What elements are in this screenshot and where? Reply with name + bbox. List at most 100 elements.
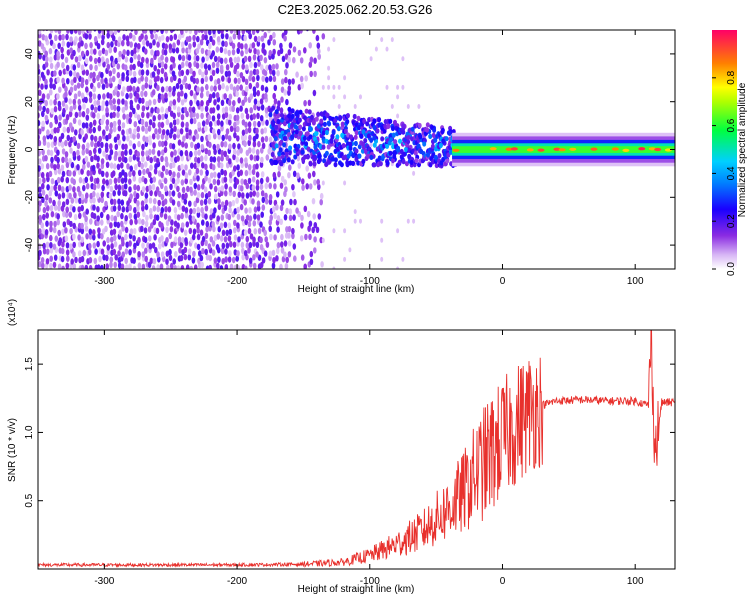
heatmap-cell xyxy=(163,49,168,56)
heatmap-cell xyxy=(40,83,44,90)
heatmap-cell xyxy=(188,106,193,113)
heatmap-cell xyxy=(163,177,168,184)
heatmap-cell xyxy=(168,91,172,98)
heatmap-cell xyxy=(241,192,245,199)
heatmap-cell xyxy=(273,183,277,190)
heatmap-cell xyxy=(272,171,277,179)
heatmap-cell xyxy=(216,156,221,163)
heatmap-cell xyxy=(285,207,289,215)
heatmap-cell xyxy=(151,148,156,155)
heatmap-cell xyxy=(152,98,157,106)
heatmap-cell xyxy=(268,250,273,257)
heatmap-cell xyxy=(271,63,276,71)
heatmap-cell xyxy=(46,141,51,149)
heatmap-cell xyxy=(235,84,240,92)
heatmap-cell xyxy=(199,39,204,46)
heatmap-cell xyxy=(128,240,132,247)
heatmap-cell xyxy=(114,86,118,93)
heatmap-cell xyxy=(113,261,117,268)
heatmap-cell xyxy=(248,147,252,154)
heatmap-cell xyxy=(184,192,188,199)
heatmap-cell xyxy=(195,112,200,120)
heatmap-cell xyxy=(235,90,239,98)
heatmap-cell xyxy=(401,56,405,62)
heatmap-cell xyxy=(49,149,54,157)
heatmap-cell xyxy=(156,133,160,140)
heatmap-cell xyxy=(88,248,92,256)
heatmap-cell xyxy=(432,127,437,133)
heatmap-cell xyxy=(128,69,133,76)
heatmap-cell xyxy=(50,128,55,136)
heatmap-cell xyxy=(241,76,246,83)
heatmap-cell xyxy=(137,218,142,225)
heatmap-cell xyxy=(50,185,54,192)
heatmap-cell xyxy=(120,236,125,243)
heatmap-cell xyxy=(255,132,259,140)
heatmap-cell xyxy=(223,169,228,177)
heatmap-cell xyxy=(165,129,170,136)
heatmap-cell xyxy=(144,48,148,55)
heatmap-cell xyxy=(74,36,78,43)
heatmap-cell xyxy=(56,156,60,164)
heatmap-cell xyxy=(248,169,252,176)
heatmap-cell xyxy=(49,220,53,228)
heatmap-cell xyxy=(130,49,134,57)
heatmap-cell xyxy=(327,75,331,81)
heatmap-cell xyxy=(80,204,84,212)
heatmap-cell xyxy=(232,100,236,107)
heatmap-cell xyxy=(66,78,70,85)
heatmap-cell xyxy=(224,57,228,64)
heatmap-cell xyxy=(216,143,220,151)
heatmap-cell xyxy=(183,106,188,114)
heatmap-cell xyxy=(264,192,268,199)
heatmap-cell xyxy=(121,72,125,79)
heatmap-cell xyxy=(137,60,141,67)
heatmap-cell xyxy=(259,183,264,190)
heatmap-cell xyxy=(164,112,168,120)
heatmap-cell xyxy=(237,77,241,85)
heatmap-cell xyxy=(62,107,66,115)
heatmap-cell xyxy=(180,265,185,269)
heatmap-cell xyxy=(165,161,169,168)
heatmap-cell xyxy=(77,234,81,241)
heatmap-cell xyxy=(132,85,136,93)
heatmap-cell xyxy=(193,189,197,196)
heatmap-cell xyxy=(180,163,184,170)
heatmap-cell xyxy=(192,228,197,235)
heatmap-cell xyxy=(211,39,216,46)
heatmap-cell xyxy=(112,67,116,75)
heatmap-cell xyxy=(252,120,257,128)
heatmap-cell xyxy=(248,82,253,90)
heatmap-cell xyxy=(132,175,137,182)
heatmap-cell xyxy=(145,57,149,64)
heatmap-cell xyxy=(44,100,48,107)
heatmap-cell xyxy=(251,75,256,83)
heatmap-cell xyxy=(279,47,284,54)
heatmap-cell xyxy=(256,74,260,82)
heatmap-cell xyxy=(280,199,285,206)
heatmap-cell xyxy=(184,164,188,171)
heatmap-cell xyxy=(303,47,307,54)
heatmap-cell xyxy=(390,104,394,109)
heatmap-cell xyxy=(38,40,42,47)
heatmap-cell xyxy=(44,61,49,68)
heatmap-cell xyxy=(56,126,60,134)
heatmap-cell xyxy=(163,63,168,70)
heatmap-cell xyxy=(243,55,248,63)
heatmap-cell xyxy=(268,49,273,57)
heatmap-cell xyxy=(287,56,291,63)
heatmap-cell xyxy=(94,64,98,72)
heatmap-cell xyxy=(212,92,216,99)
heatmap-cell xyxy=(116,71,121,79)
heatmap-cell xyxy=(140,75,144,82)
heatmap-cell xyxy=(279,161,284,167)
heatmap-cell xyxy=(97,227,101,234)
heatmap-cell xyxy=(241,63,245,70)
heatmap-cell xyxy=(265,119,269,126)
heatmap-cell xyxy=(196,35,200,43)
heatmap-cell xyxy=(102,254,106,261)
heatmap-cell xyxy=(92,234,96,241)
heatmap-cell xyxy=(270,151,275,158)
heatmap-cell xyxy=(321,237,325,243)
heatmap-cell xyxy=(425,122,430,128)
